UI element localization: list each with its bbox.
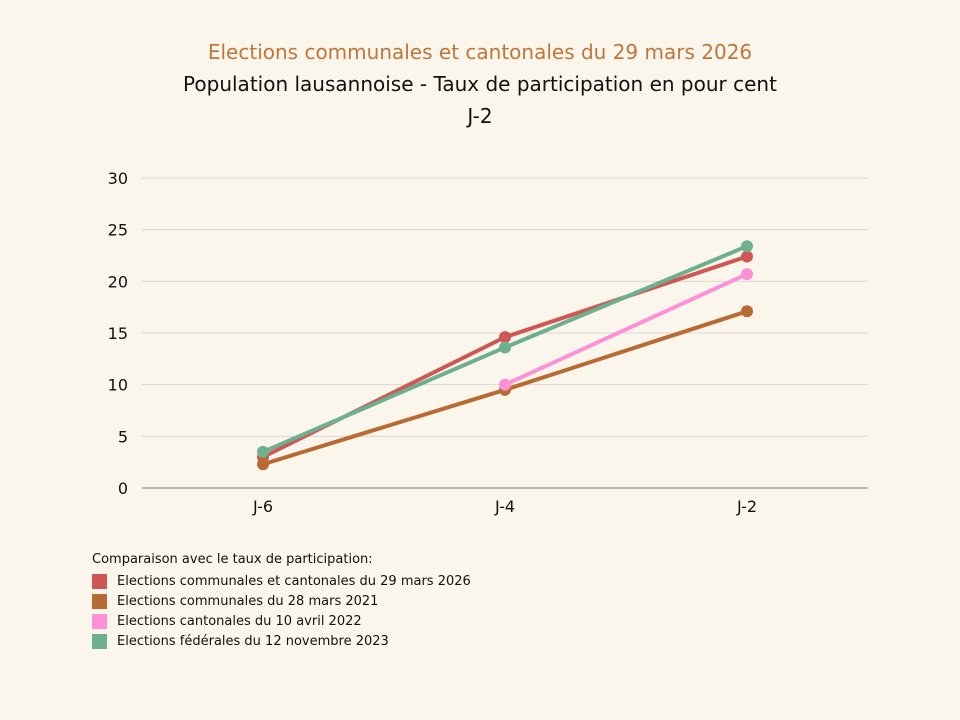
x-tick-label: J-2 <box>736 497 757 516</box>
data-point <box>741 268 753 281</box>
chart-title: Elections communales et cantonales du 29… <box>207 40 753 64</box>
data-point <box>257 458 269 471</box>
data-point <box>741 240 753 253</box>
y-tick-label: 0 <box>118 479 128 498</box>
y-tick-label: 20 <box>108 272 128 291</box>
legend-label: Elections communales du 28 mars 2021 <box>117 593 379 609</box>
chart-day-label: J-2 <box>467 104 493 128</box>
series-line-1 <box>262 254 748 459</box>
y-tick-label: 25 <box>108 221 128 240</box>
legend: Comparaison avec le taux de participatio… <box>92 552 471 651</box>
legend-item: Elections communales du 28 mars 2021 <box>92 591 471 611</box>
legend-swatch <box>92 573 107 589</box>
x-tick-label: J-6 <box>252 497 273 516</box>
chart-subtitle: Population lausannoise - Taux de partici… <box>183 72 777 96</box>
x-tick-label: J-4 <box>494 497 515 516</box>
data-point <box>741 305 753 318</box>
legend-swatch <box>92 613 107 629</box>
legend-label: Elections cantonales du 10 avril 2022 <box>117 613 362 629</box>
line-chart: 0 5 10 15 20 25 30 J-6 J-4 J-2 <box>108 169 868 516</box>
legend-label: Elections communales et cantonales du 29… <box>117 573 471 589</box>
data-point <box>499 331 511 344</box>
legend-item: Elections communales et cantonales du 29… <box>92 571 471 591</box>
legend-label: Elections fédérales du 12 novembre 2023 <box>117 633 389 649</box>
data-point <box>499 378 511 391</box>
data-point <box>257 445 269 458</box>
y-tick-label: 10 <box>108 376 128 395</box>
legend-title: Comparaison avec le taux de participatio… <box>92 552 373 567</box>
series-line-3 <box>504 272 748 387</box>
legend-item: Elections fédérales du 12 novembre 2023 <box>92 631 471 651</box>
legend-swatch <box>92 593 107 609</box>
y-tick-label: 15 <box>108 324 128 343</box>
legend-swatch <box>92 633 107 649</box>
legend-item: Elections cantonales du 10 avril 2022 <box>92 611 471 631</box>
y-tick-label: 5 <box>118 427 128 446</box>
data-point <box>499 341 511 354</box>
data-point <box>741 250 753 263</box>
y-tick-label: 30 <box>108 169 128 188</box>
